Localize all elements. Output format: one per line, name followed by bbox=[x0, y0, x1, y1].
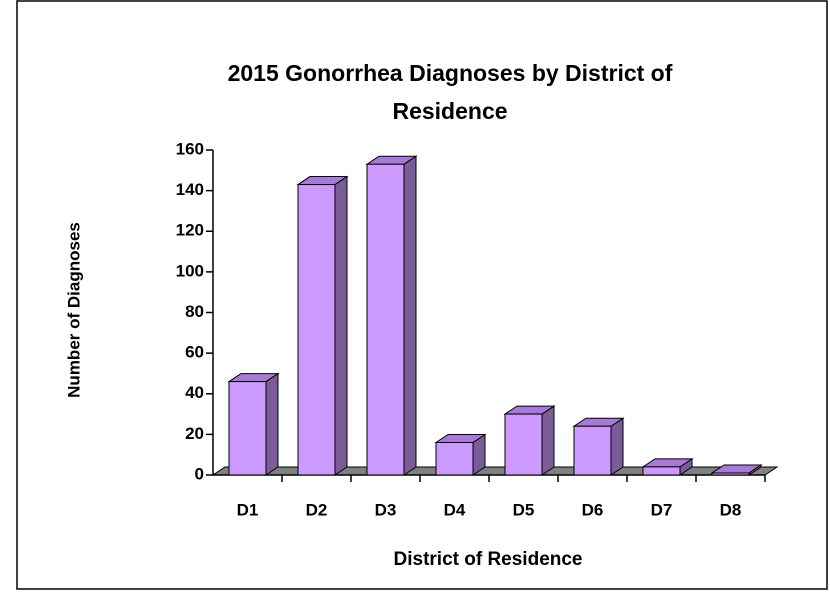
bar-side bbox=[265, 372, 279, 476]
x-tick-label: D6 bbox=[582, 500, 604, 519]
y-tick-label: 120 bbox=[176, 221, 204, 240]
bar-side bbox=[541, 405, 555, 476]
bar bbox=[297, 184, 336, 476]
bar bbox=[366, 163, 405, 476]
bar-side bbox=[610, 417, 624, 476]
bar-side bbox=[403, 155, 417, 476]
y-tick-label: 160 bbox=[176, 139, 204, 158]
y-tick-label: 20 bbox=[185, 424, 204, 443]
x-tick-label: D2 bbox=[306, 500, 328, 519]
bar bbox=[642, 466, 681, 476]
x-tick-label: D8 bbox=[720, 500, 742, 519]
x-tick-label: D5 bbox=[513, 500, 535, 519]
y-axis-label: Number of Diagnoses bbox=[64, 222, 83, 398]
chart-title: 2015 Gonorrhea Diagnoses by District of … bbox=[227, 60, 673, 124]
y-tick-label: 40 bbox=[185, 383, 204, 402]
x-tick-label: D1 bbox=[237, 500, 259, 519]
chart-border bbox=[16, 0, 828, 590]
bar bbox=[711, 472, 750, 476]
y-tick-label: 100 bbox=[176, 261, 204, 280]
bar-side bbox=[334, 175, 348, 476]
y-tick-label: 80 bbox=[185, 302, 204, 321]
y-tick-label: 60 bbox=[185, 343, 204, 362]
y-tick-label: 0 bbox=[195, 464, 204, 483]
y-tick-label: 140 bbox=[176, 180, 204, 199]
bar bbox=[435, 442, 474, 476]
x-tick-label: D7 bbox=[651, 500, 673, 519]
bar bbox=[228, 381, 267, 476]
x-axis-label: District of Residence bbox=[394, 549, 583, 570]
bar bbox=[573, 425, 612, 476]
bar bbox=[504, 413, 543, 476]
x-tick-label: D3 bbox=[375, 500, 397, 519]
x-tick-label: D4 bbox=[444, 500, 466, 519]
